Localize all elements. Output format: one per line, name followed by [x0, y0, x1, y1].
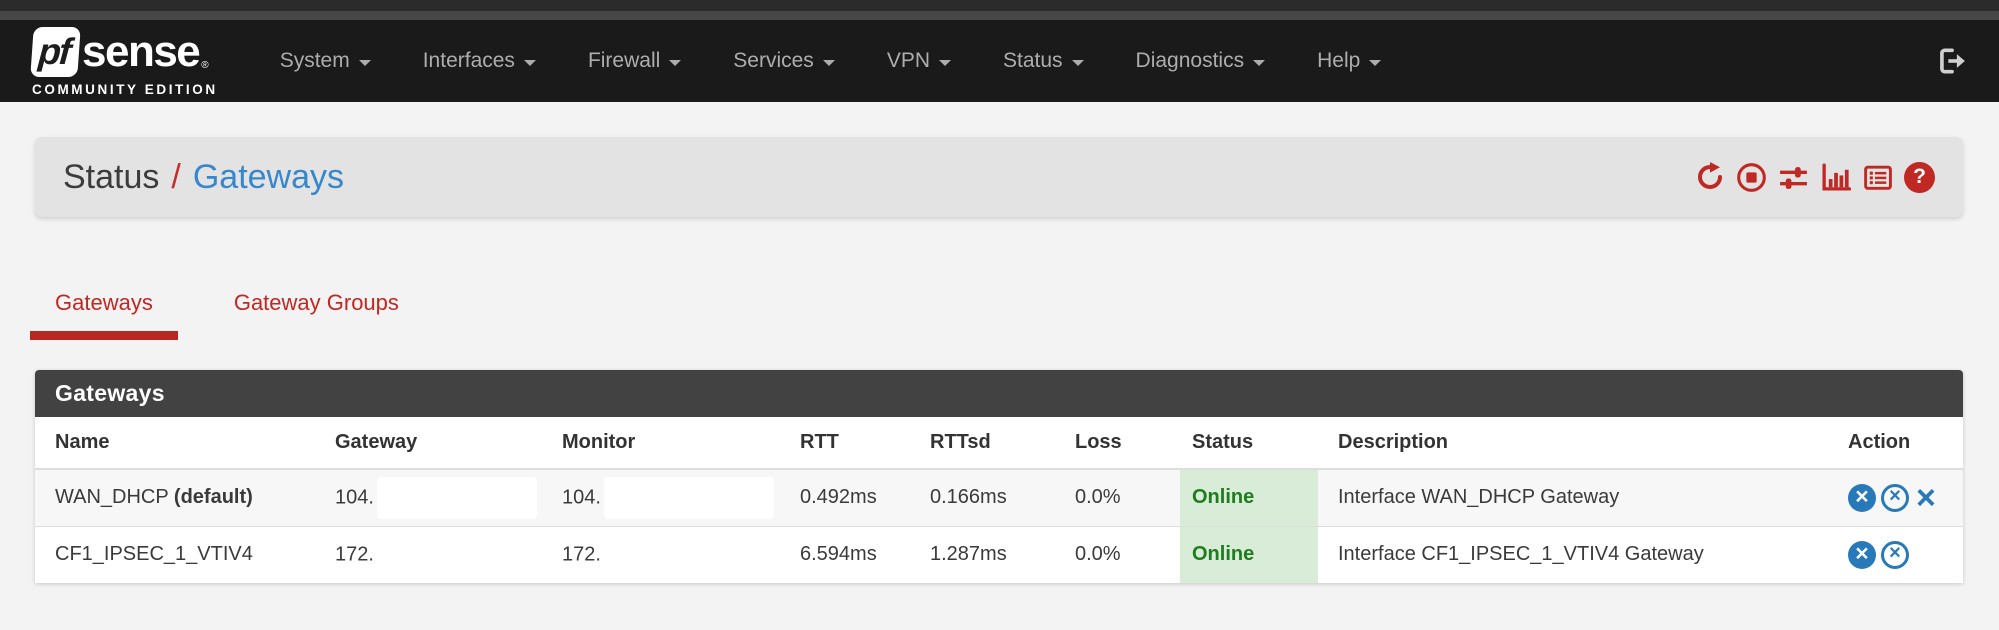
panel-title: Gateways: [35, 370, 1963, 417]
chevron-down-icon: [822, 59, 835, 66]
menu-help[interactable]: Help: [1317, 49, 1382, 73]
redacted-ip: [376, 533, 537, 576]
status-badge: Online: [1180, 469, 1318, 526]
menu-status[interactable]: Status: [1003, 49, 1084, 73]
default-badge: (default): [173, 486, 253, 509]
breadcrumb-page-link[interactable]: Gateways: [192, 157, 345, 196]
action-cell: × ×: [1828, 525, 1963, 583]
menu-firewall[interactable]: Firewall: [588, 49, 682, 73]
refresh-icon[interactable]: [1694, 162, 1725, 193]
bar-chart-icon[interactable]: [1820, 162, 1851, 193]
sign-out-icon[interactable]: [1935, 45, 1967, 77]
breadcrumb: Status / Gateways: [63, 158, 344, 197]
menu-services[interactable]: Services: [733, 49, 835, 73]
menu-diagnostics[interactable]: Diagnostics: [1136, 49, 1266, 73]
breadcrumb-section: Status: [63, 157, 160, 196]
gateway-description: Interface WAN_DHCP Gateway: [1318, 469, 1828, 526]
col-loss: Loss: [1055, 417, 1180, 470]
breadcrumb-separator: /: [171, 157, 181, 196]
gateway-name: CF1_IPSEC_1_VTIV4: [35, 525, 315, 583]
page-header-panel: Status / Gateways: [35, 137, 1963, 217]
chevron-down-icon: [358, 59, 371, 66]
gateways-panel: Gateways Name Gateway Monitor RTT RTTsd …: [35, 370, 1963, 583]
col-rtt: RTT: [780, 417, 910, 470]
menu-interfaces[interactable]: Interfaces: [423, 49, 536, 73]
redacted-ip: [603, 476, 774, 519]
header-action-icons: ?: [1694, 161, 1935, 193]
navbar-second-strip: [0, 11, 1999, 20]
times-circle-solid-icon[interactable]: ×: [1848, 483, 1876, 512]
table-row: CF1_IPSEC_1_VTIV4 172. 172. 6.594ms 1.28…: [35, 525, 1963, 583]
gateways-table: Name Gateway Monitor RTT RTTsd Loss Stat…: [35, 417, 1963, 583]
chevron-down-icon: [1253, 59, 1266, 66]
gateway-name: WAN_DHCP (default): [35, 469, 315, 526]
monitor-address: 104.: [542, 469, 780, 526]
status-badge: Online: [1180, 525, 1318, 583]
chevron-down-icon: [1071, 59, 1084, 66]
pf-logo-box: pf: [30, 27, 81, 77]
help-icon[interactable]: ?: [1904, 161, 1935, 193]
main-menu: System Interfaces Firewall Services VPN …: [280, 49, 1382, 73]
chevron-down-icon: [939, 59, 951, 66]
loss-value: 0.0%: [1055, 525, 1180, 583]
menu-vpn[interactable]: VPN: [887, 49, 951, 73]
rttsd-value: 1.287ms: [910, 525, 1055, 583]
times-circle-outline-icon[interactable]: ×: [1881, 540, 1909, 569]
col-name: Name: [35, 417, 315, 470]
logo-subtitle: COMMUNITY EDITION: [32, 82, 218, 97]
logo-sense-text: sense: [82, 27, 201, 76]
col-gateway: Gateway: [315, 417, 542, 470]
sliders-icon[interactable]: [1778, 162, 1809, 193]
rtt-value: 0.492ms: [780, 469, 910, 526]
times-circle-outline-icon[interactable]: ×: [1881, 483, 1909, 512]
col-description: Description: [1318, 417, 1828, 470]
tab-gateway-groups[interactable]: Gateway Groups: [233, 290, 399, 315]
table-row: WAN_DHCP (default) 104. 104. 0.492ms 0.1…: [35, 469, 1963, 526]
col-rttsd: RTTsd: [910, 417, 1055, 470]
stop-circle-icon[interactable]: [1736, 162, 1767, 193]
loss-value: 0.0%: [1055, 469, 1180, 526]
rtt-value: 6.594ms: [780, 525, 910, 583]
action-cell: × × ×: [1828, 469, 1963, 526]
chevron-down-icon: [1369, 59, 1382, 66]
chevron-down-icon: [669, 59, 682, 66]
redacted-ip: [376, 476, 537, 519]
pfsense-logo[interactable]: pf sense ® COMMUNITY EDITION: [30, 27, 218, 97]
times-circle-solid-icon[interactable]: ×: [1848, 540, 1876, 569]
tab-gateways[interactable]: Gateways: [30, 290, 178, 340]
col-action: Action: [1828, 417, 1963, 470]
table-header-row: Name Gateway Monitor RTT RTTsd Loss Stat…: [35, 417, 1963, 470]
times-icon[interactable]: ×: [1916, 478, 1936, 517]
monitor-address: 172.: [542, 525, 780, 583]
top-navbar: pf sense ® COMMUNITY EDITION System Inte…: [0, 0, 1999, 102]
list-icon[interactable]: [1862, 162, 1893, 193]
chevron-down-icon: [523, 59, 536, 66]
redacted-ip: [603, 533, 774, 576]
navbar-top-strip: [0, 0, 1999, 11]
col-monitor: Monitor: [542, 417, 780, 470]
menu-system[interactable]: System: [280, 49, 371, 73]
col-status: Status: [1180, 417, 1318, 470]
gateway-address: 104.: [315, 469, 542, 526]
logo-registered-mark: ®: [201, 60, 209, 71]
gateway-description: Interface CF1_IPSEC_1_VTIV4 Gateway: [1318, 525, 1828, 583]
rttsd-value: 0.166ms: [910, 469, 1055, 526]
gateway-address: 172.: [315, 525, 542, 583]
tab-bar: Gateways Gateway Groups: [30, 290, 455, 340]
